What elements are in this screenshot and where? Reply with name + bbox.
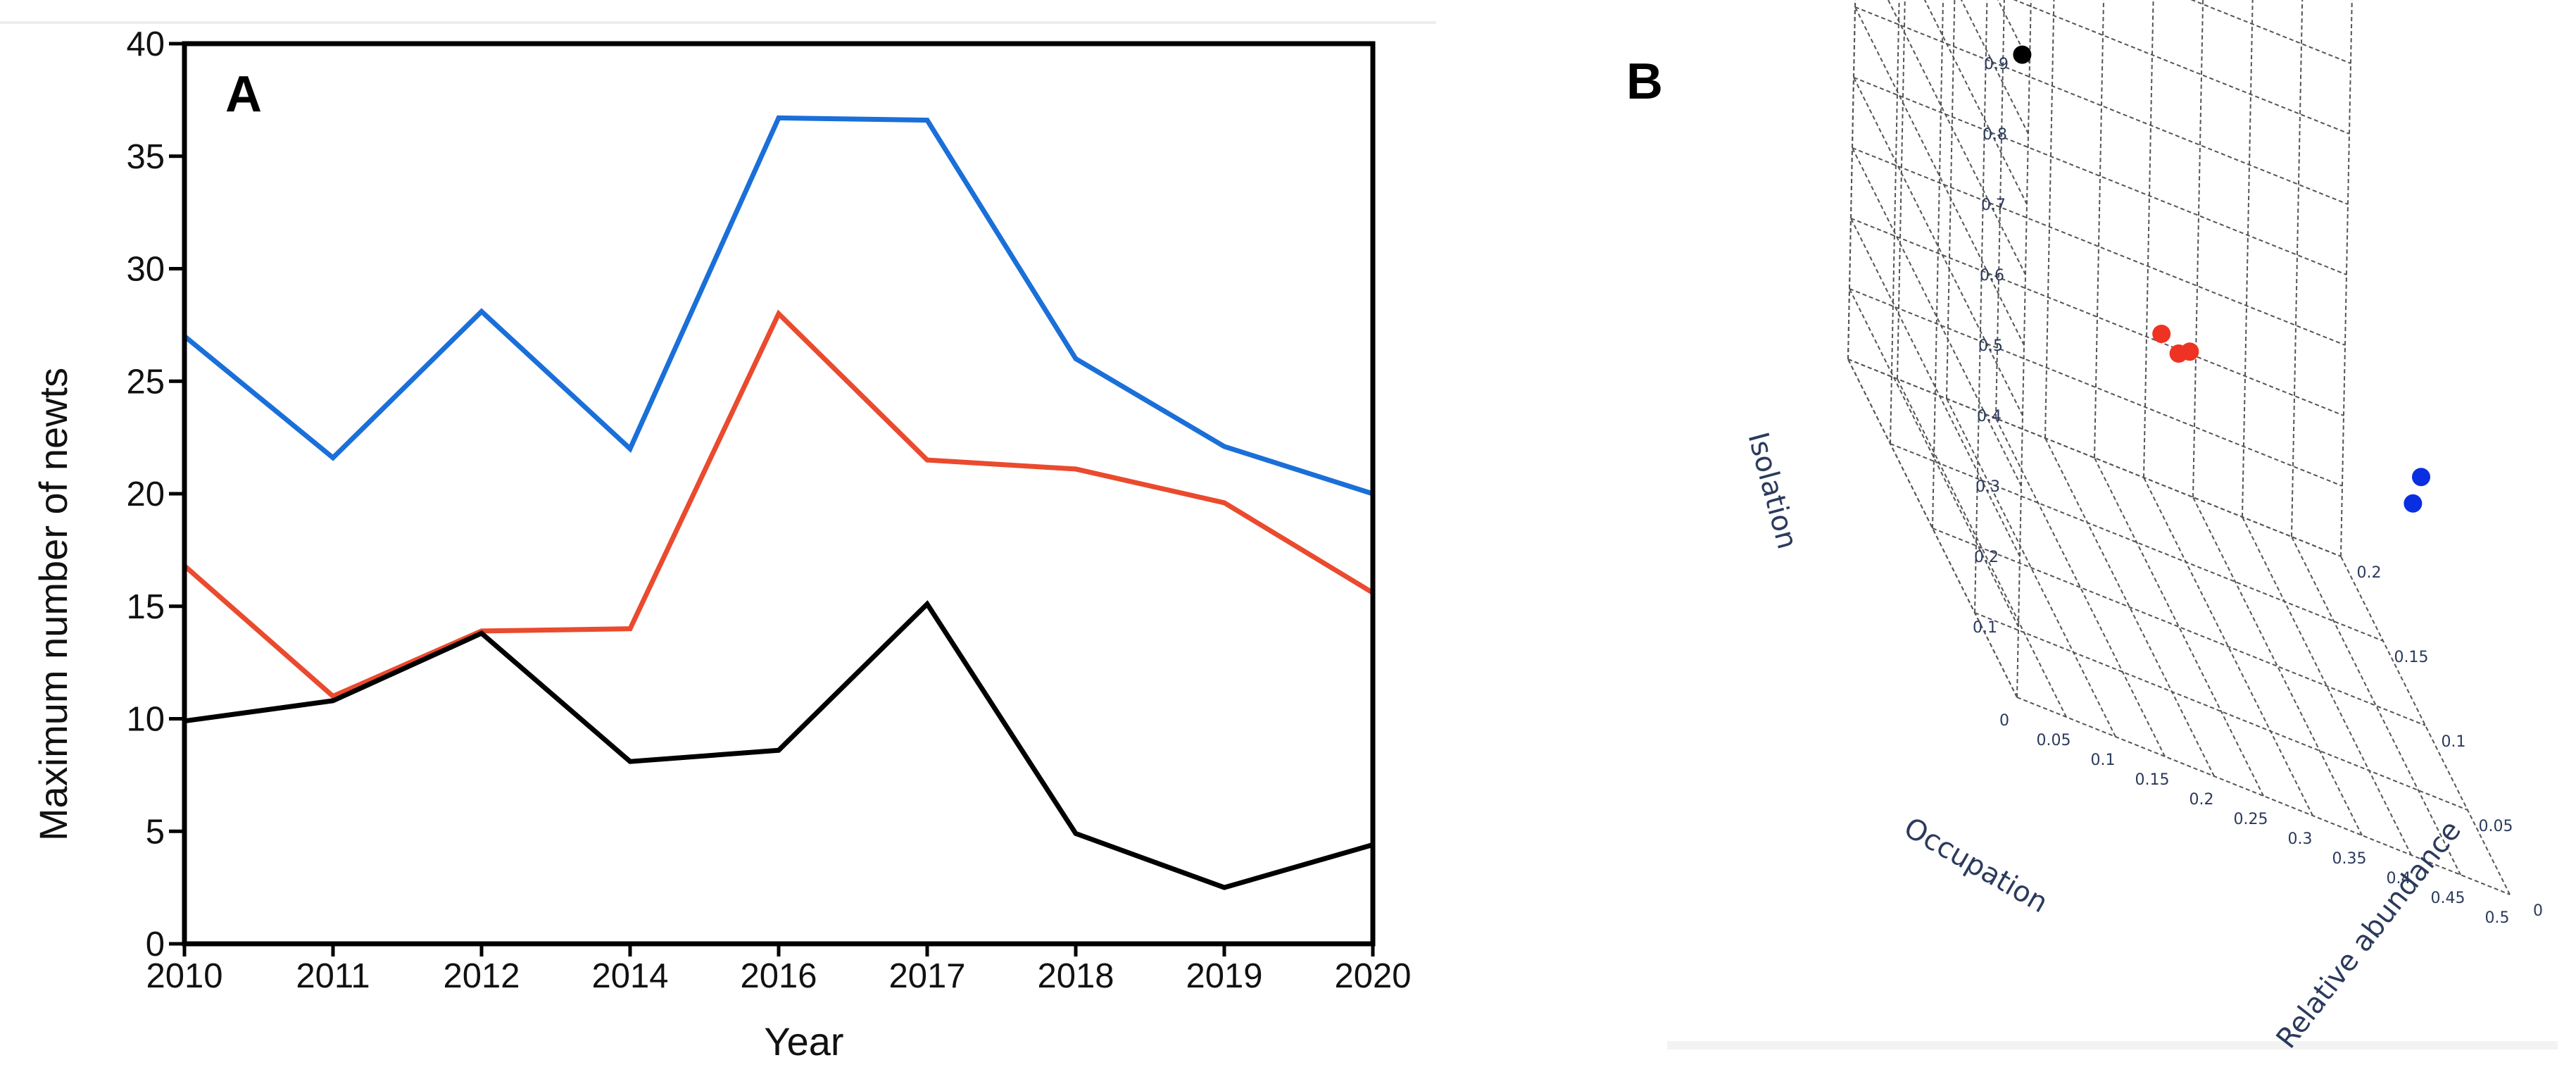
- side-wall-gridline: [2340, 0, 2353, 557]
- scatter-point-series-1: [2013, 45, 2032, 64]
- side-wall-gridline: [2192, 0, 2204, 498]
- relative-abundance-tick-label: 0.1: [2442, 733, 2466, 751]
- floor-gridline: [1974, 612, 2468, 811]
- occupation-tick-label: 0: [1999, 712, 2009, 730]
- x-tick-label: 2019: [1186, 957, 1262, 995]
- y-tick-label: 25: [126, 363, 165, 401]
- y-axis-title: Maximum number of newts: [31, 368, 75, 841]
- occupation-tick-label: 0.25: [2234, 811, 2268, 828]
- grid-3d: [1847, 0, 2511, 895]
- y-tick-label: 30: [126, 251, 165, 289]
- y-tick-label: 5: [146, 813, 165, 851]
- scatter-point-series-2: [2180, 342, 2199, 361]
- y-axis-ticks: 0 5 10 15 20 25 30 35 40: [126, 25, 184, 964]
- floor-gridline: [1932, 528, 2426, 726]
- back-wall-gridline: [1932, 0, 1944, 529]
- x-tick-label: 2017: [888, 957, 965, 995]
- x-tick-label: 2014: [591, 957, 668, 995]
- isolation-tick-label: 1: [2000, 0, 2010, 3]
- tick-labels-3d: 0.1 0.2 0.3 0.4 0.5 0.6 0.7 0.8 0.9 1 0 0.05 0.1 0.15…: [1973, 0, 2543, 927]
- scatter-point-series-3: [2404, 494, 2423, 513]
- occupation-tick-label: 0.45: [2431, 890, 2465, 907]
- side-wall-gridline: [1995, 0, 2005, 419]
- side-wall-gridline: [1852, 147, 2346, 346]
- occupation-tick-label: 0.15: [2135, 771, 2170, 789]
- series-lines: [182, 115, 1374, 890]
- x-axis-ticks: 2010 2011 2012 2014 2016 2017 2018 2019 2020: [146, 944, 1412, 995]
- side-wall-gridline: [2291, 0, 2304, 537]
- x-tick-label: 2020: [1334, 957, 1411, 995]
- x-tick-label: 2012: [443, 957, 520, 995]
- scatter-points: [2013, 45, 2430, 513]
- side-wall-gridline: [1849, 288, 2343, 487]
- relative-abundance-tick-label: 0.15: [2394, 649, 2429, 666]
- x-axis-title: Year: [764, 1019, 843, 1064]
- y-tick-label: 20: [126, 475, 165, 513]
- isolation-tick-label: 0.4: [1977, 408, 2002, 425]
- isolation-tick-label: 0.1: [1973, 619, 1997, 637]
- top-edge-shade: [0, 21, 1436, 24]
- side-wall-gridline: [1853, 77, 2347, 275]
- isolation-tick-label: 0.2: [1974, 549, 1999, 566]
- scatter-point-series-2: [2152, 325, 2171, 343]
- isolation-tick-label: 0.8: [1983, 126, 2007, 144]
- side-wall-gridline: [1854, 6, 2349, 205]
- side-wall-gridline: [2094, 0, 2105, 459]
- occupation-tick-label: 0.3: [2288, 830, 2313, 848]
- y-tick-label: 10: [126, 701, 165, 739]
- y-tick-label: 40: [126, 25, 165, 63]
- occupation-tick-label: 0.05: [2037, 732, 2071, 749]
- panel-label-b: B: [1626, 54, 1663, 110]
- panel-b-bottom-shade: [1667, 1041, 2558, 1049]
- panel-label-a: A: [225, 66, 262, 123]
- isolation-tick-label: 0.5: [1978, 337, 2003, 355]
- relative-abundance-tick-label: 0: [2533, 902, 2543, 920]
- y-tick-label: 35: [126, 138, 165, 176]
- x-tick-label: 2016: [740, 957, 817, 995]
- relative-abundance-tick-label: 0.05: [2479, 818, 2513, 835]
- occupation-tick-label: 0.2: [2189, 791, 2214, 809]
- x-tick-label: 2018: [1037, 957, 1114, 995]
- x-tick-label: 2011: [296, 957, 370, 995]
- occupation-tick-label: 0.4: [2387, 870, 2411, 887]
- series-line-1: [182, 115, 1374, 497]
- series-line-2: [182, 309, 1374, 699]
- relative-abundance-tick-label: 0.2: [2357, 564, 2382, 582]
- occupation-tick-label: 0.35: [2332, 850, 2367, 868]
- floor-gridline: [1890, 443, 2384, 642]
- floor-gridline: [1847, 359, 2342, 557]
- x-tick-label: 2010: [146, 957, 222, 995]
- isolation-tick-label: 0.6: [1980, 267, 2004, 285]
- side-wall-gridline: [1850, 218, 2344, 416]
- isolation-tick-label: 0.3: [1975, 478, 2000, 496]
- series-line-3: [184, 600, 1374, 890]
- y-tick-label: 0: [146, 925, 165, 964]
- isolation-tick-label: 0.7: [1981, 197, 2006, 214]
- floor-gridline: [2016, 697, 2511, 895]
- y-tick-label: 15: [126, 588, 165, 626]
- occupation-tick-label: 0.1: [2091, 752, 2116, 769]
- occupation-tick-label: 0.5: [2485, 909, 2510, 927]
- scatter-point-series-3: [2412, 468, 2430, 487]
- isolation-tick-label: 0.9: [1984, 56, 2009, 73]
